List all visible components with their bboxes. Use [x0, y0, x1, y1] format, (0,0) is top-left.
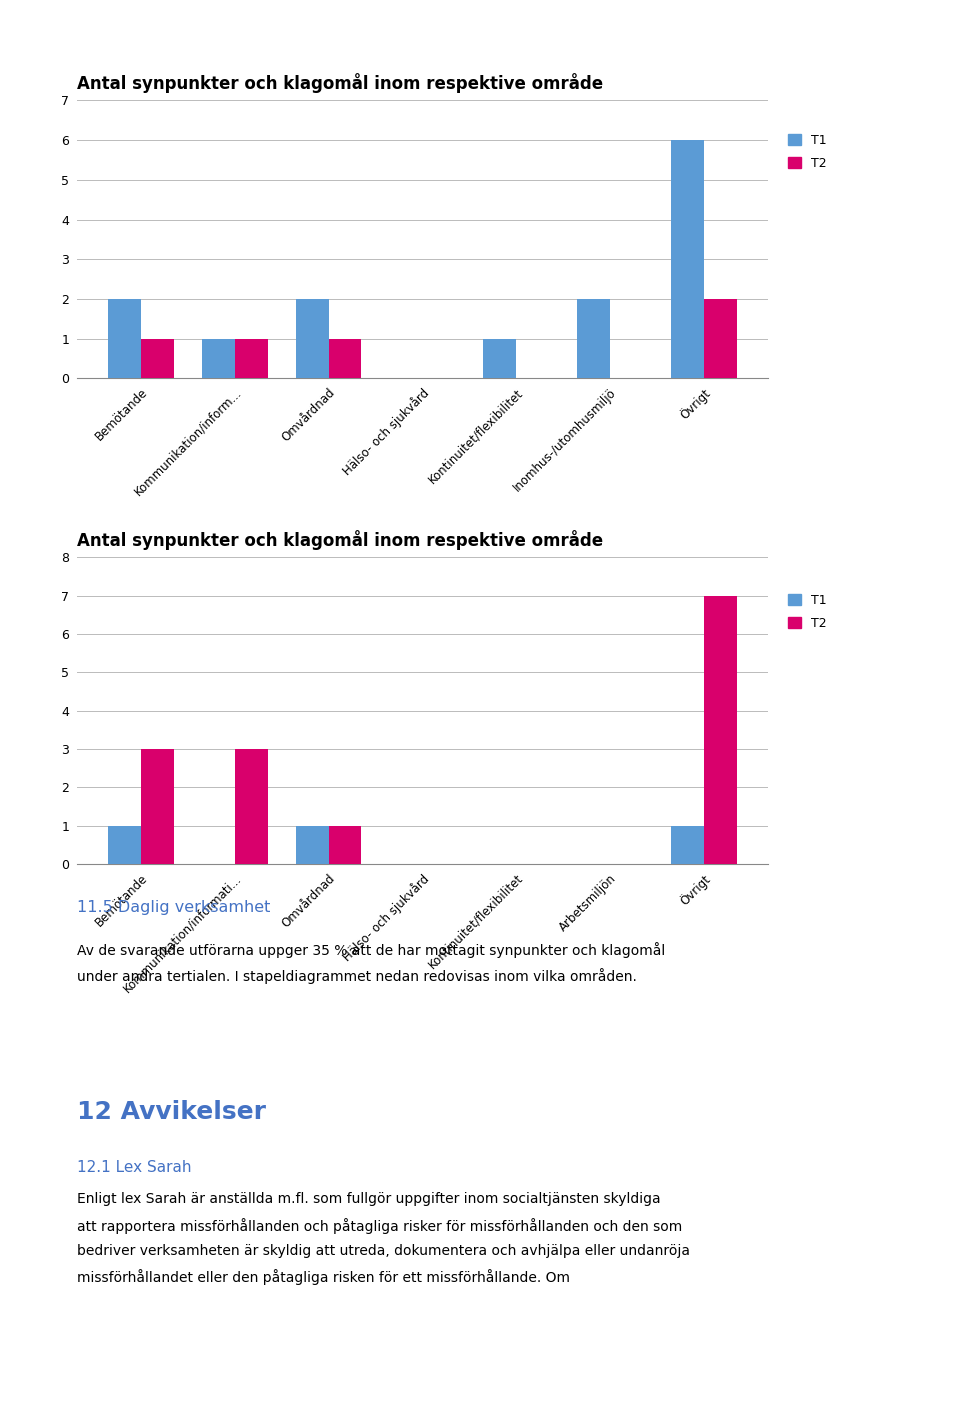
Text: Antal synpunkter och klagomål inom respektive område: Antal synpunkter och klagomål inom respe…	[77, 530, 603, 550]
Bar	[328, 338, 361, 378]
Bar	[141, 338, 174, 378]
Bar	[202, 338, 235, 378]
Bar	[235, 338, 268, 378]
Bar	[235, 748, 268, 864]
Text: 12.1 Lex Sarah: 12.1 Lex Sarah	[77, 1160, 191, 1175]
Bar	[671, 140, 704, 378]
Text: bedriver verksamheten är skyldig att utreda, dokumentera och avhjälpa eller unda: bedriver verksamheten är skyldig att utr…	[77, 1244, 690, 1258]
Bar	[484, 338, 516, 378]
Bar	[296, 298, 328, 378]
Bar	[577, 298, 610, 378]
Text: Enligt lex Sarah är anställda m.fl. som fullgör uppgifter inom socialtjänsten sk: Enligt lex Sarah är anställda m.fl. som …	[77, 1192, 660, 1207]
Bar	[704, 595, 736, 864]
Text: 12 Avvikelser: 12 Avvikelser	[77, 1100, 266, 1124]
Text: Av de svarande utförarna uppger 35 % att de har mottagit synpunkter och klagomål: Av de svarande utförarna uppger 35 % att…	[77, 942, 665, 958]
Bar	[671, 825, 704, 864]
Bar	[141, 748, 174, 864]
Bar	[108, 825, 141, 864]
Text: att rapportera missförhållanden och påtagliga risker för missförhållanden och de: att rapportera missförhållanden och påta…	[77, 1218, 682, 1234]
Legend: T1, T2: T1, T2	[788, 594, 827, 630]
Bar	[704, 298, 736, 378]
Text: 11.5 Daglig verksamhet: 11.5 Daglig verksamhet	[77, 900, 270, 915]
Bar	[328, 825, 361, 864]
Bar	[296, 825, 328, 864]
Legend: T1, T2: T1, T2	[788, 134, 827, 170]
Bar	[108, 298, 141, 378]
Text: missförhållandet eller den påtagliga risken för ett missförhållande. Om: missförhållandet eller den påtagliga ris…	[77, 1269, 570, 1285]
Text: Antal synpunkter och klagomål inom respektive område: Antal synpunkter och klagomål inom respe…	[77, 73, 603, 93]
Text: under andra tertialen. I stapeldiagrammet nedan redovisas inom vilka områden.: under andra tertialen. I stapeldiagramme…	[77, 968, 636, 984]
